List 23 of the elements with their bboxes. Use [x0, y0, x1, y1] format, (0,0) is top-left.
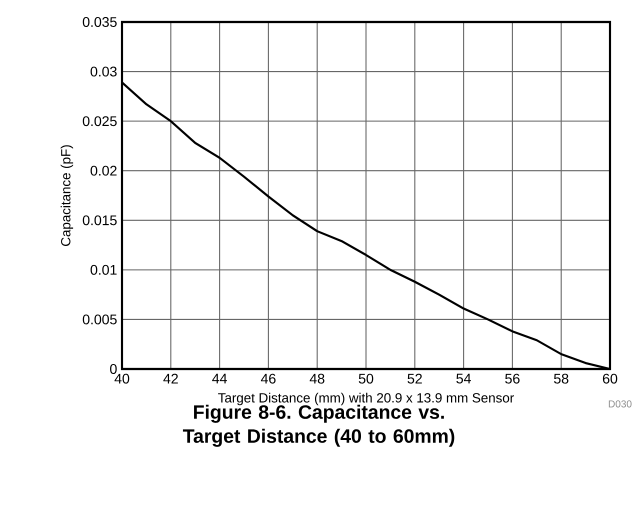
x-tick-label: 60 [602, 374, 618, 384]
x-tick-label: 56 [505, 374, 520, 384]
x-tick-label: 58 [554, 374, 568, 384]
x-tick-label: 44 [212, 374, 227, 384]
text: Figure 8-6. Capacitance vs. Target Distance (40 to 60mm) [182, 404, 454, 447]
y-tick-label: 0 [110, 364, 117, 374]
y-tick-label: 0.02 [90, 166, 117, 176]
y-tick-label: 0.03 [90, 66, 117, 77]
x-tick-label: 52 [408, 374, 422, 384]
y-axis-title: Capacitance (pF) [60, 145, 74, 246]
y-tick-label: 0.005 [82, 314, 117, 324]
y-tick-label: 0.035 [82, 17, 117, 27]
x-tick-label: 40 [114, 374, 130, 384]
x-tick-label: 48 [310, 374, 324, 384]
x-tick-label: 46 [260, 374, 276, 384]
y-tick-label: 0.015 [82, 215, 117, 226]
text: D030 [608, 400, 632, 408]
y-tick-label: 0.025 [82, 116, 117, 126]
y-tick-label: 0.01 [90, 264, 117, 275]
x-axis-title: Target Distance (mm) with 20.9 x 13.9 mm Sensor [218, 392, 514, 406]
x-tick-label: 50 [358, 374, 374, 384]
x-tick-label: 54 [456, 374, 471, 384]
x-tick-label: 42 [163, 374, 178, 384]
